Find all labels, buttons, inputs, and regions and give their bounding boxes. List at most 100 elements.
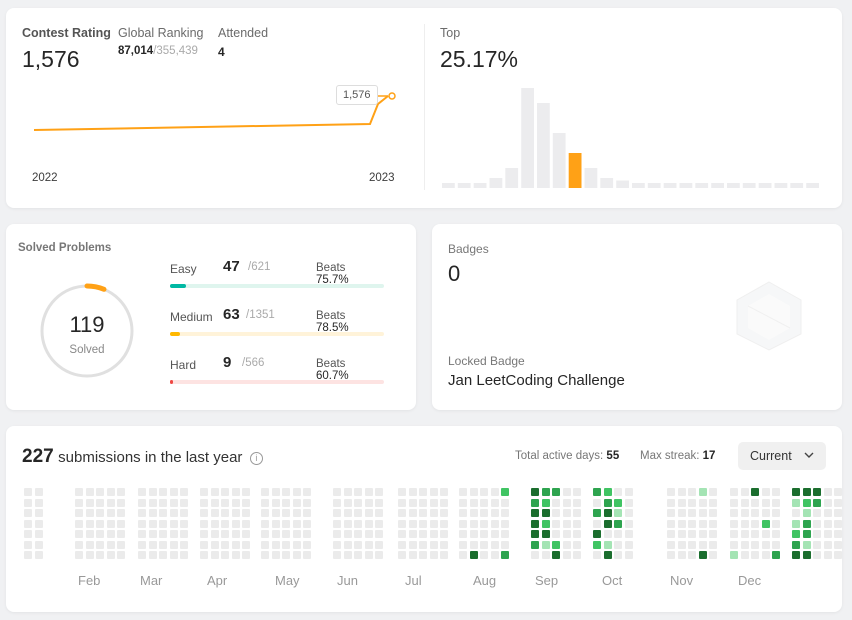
heatmap-cell[interactable] [562,509,571,517]
heatmap-cell[interactable] [408,519,417,528]
heatmap-cell[interactable] [709,519,717,528]
heatmap-cell[interactable] [419,551,427,559]
histogram-bar[interactable] [647,183,661,188]
heatmap-cell[interactable] [292,540,301,549]
heatmap-cell[interactable] [440,540,448,549]
heatmap-cell[interactable] [333,519,341,528]
heatmap-cell[interactable] [117,540,125,549]
heatmap-cell[interactable] [740,519,749,528]
heatmap-cell[interactable] [231,509,240,517]
heatmap-cell[interactable] [667,498,675,507]
heatmap-cell[interactable] [772,498,780,507]
heatmap-cell[interactable] [459,551,467,559]
heatmap-cell[interactable] [75,509,83,517]
heatmap-cell[interactable] [740,488,749,496]
heatmap-cell[interactable] [792,509,800,517]
heatmap-cell[interactable] [292,509,301,517]
heatmap-cell[interactable] [480,551,488,559]
histogram-bar[interactable] [584,168,598,188]
heatmap-cell[interactable] [531,509,539,517]
heatmap-cell[interactable] [761,519,770,528]
histogram-bar[interactable] [457,183,471,188]
heatmap-cell[interactable] [688,551,696,559]
heatmap-cell[interactable] [688,519,696,528]
heatmap-cell[interactable] [343,551,352,559]
heatmap-cell[interactable] [730,488,738,496]
heatmap-cell[interactable] [96,530,104,538]
histogram-bar[interactable] [758,183,772,188]
heatmap-cell[interactable] [614,498,622,507]
heatmap-cell[interactable] [552,540,560,549]
heatmap-cell[interactable] [480,530,488,538]
heatmap-cell[interactable] [614,540,622,549]
heatmap-cell[interactable] [148,530,157,538]
histogram-bar[interactable] [711,183,724,188]
heatmap-cell[interactable] [614,530,622,538]
heatmap-cell[interactable] [180,551,188,559]
heatmap-cell[interactable] [823,530,832,538]
heatmap-cell[interactable] [24,509,32,517]
heatmap-cell[interactable] [117,530,125,538]
heatmap-cell[interactable] [271,519,280,528]
heatmap-cell[interactable] [106,509,115,517]
heatmap-cell[interactable] [148,509,157,517]
heatmap-cell[interactable] [802,530,811,538]
heatmap-cell[interactable] [75,519,83,528]
heatmap-cell[interactable] [85,519,94,528]
heatmap-cell[interactable] [96,519,104,528]
heatmap-cell[interactable] [469,551,478,559]
heatmap-cell[interactable] [813,509,821,517]
heatmap-cell[interactable] [459,498,467,507]
heatmap-cell[interactable] [210,540,219,549]
histogram-bar[interactable] [727,183,740,188]
heatmap-cell[interactable] [364,519,373,528]
heatmap-cell[interactable] [210,488,219,496]
heatmap-cell[interactable] [408,530,417,538]
heatmap-cell[interactable] [261,498,269,507]
heatmap-cell[interactable] [459,540,467,549]
heatmap-cell[interactable] [709,509,717,517]
heatmap-cell[interactable] [429,498,438,507]
heatmap-cell[interactable] [292,488,301,496]
heatmap-cell[interactable] [834,519,842,528]
heatmap-cell[interactable] [541,498,550,507]
heatmap-cell[interactable] [271,540,280,549]
heatmap-cell[interactable] [552,530,560,538]
heatmap-cell[interactable] [823,498,832,507]
heatmap-cell[interactable] [603,509,612,517]
heatmap-cell[interactable] [698,509,707,517]
heatmap-cell[interactable] [761,530,770,538]
heatmap-cell[interactable] [303,551,311,559]
heatmap-cell[interactable] [688,509,696,517]
heatmap-cell[interactable] [333,551,341,559]
heatmap-cell[interactable] [85,509,94,517]
heatmap-cell[interactable] [398,488,406,496]
heatmap-cell[interactable] [169,530,178,538]
heatmap-cell[interactable] [440,551,448,559]
heatmap-cell[interactable] [200,498,208,507]
heatmap-cell[interactable] [333,530,341,538]
heatmap-cell[interactable] [740,509,749,517]
heatmap-cell[interactable] [501,488,509,496]
heatmap-cell[interactable] [624,488,633,496]
heatmap-cell[interactable] [501,498,509,507]
heatmap-cell[interactable] [117,551,125,559]
heatmap-cell[interactable] [751,488,759,496]
heatmap-cell[interactable] [364,540,373,549]
heatmap-cell[interactable] [552,498,560,507]
heatmap-cell[interactable] [261,551,269,559]
heatmap-cell[interactable] [802,519,811,528]
heatmap-cell[interactable] [148,519,157,528]
heatmap-cell[interactable] [792,551,800,559]
heatmap-cell[interactable] [75,488,83,496]
heatmap-cell[interactable] [221,551,229,559]
heatmap-cell[interactable] [242,509,250,517]
heatmap-cell[interactable] [823,540,832,549]
heatmap-cell[interactable] [772,519,780,528]
heatmap-cell[interactable] [440,509,448,517]
heatmap-cell[interactable] [96,551,104,559]
heatmap-cell[interactable] [603,498,612,507]
heatmap-cell[interactable] [75,498,83,507]
heatmap-cell[interactable] [698,530,707,538]
heatmap-cell[interactable] [34,519,43,528]
